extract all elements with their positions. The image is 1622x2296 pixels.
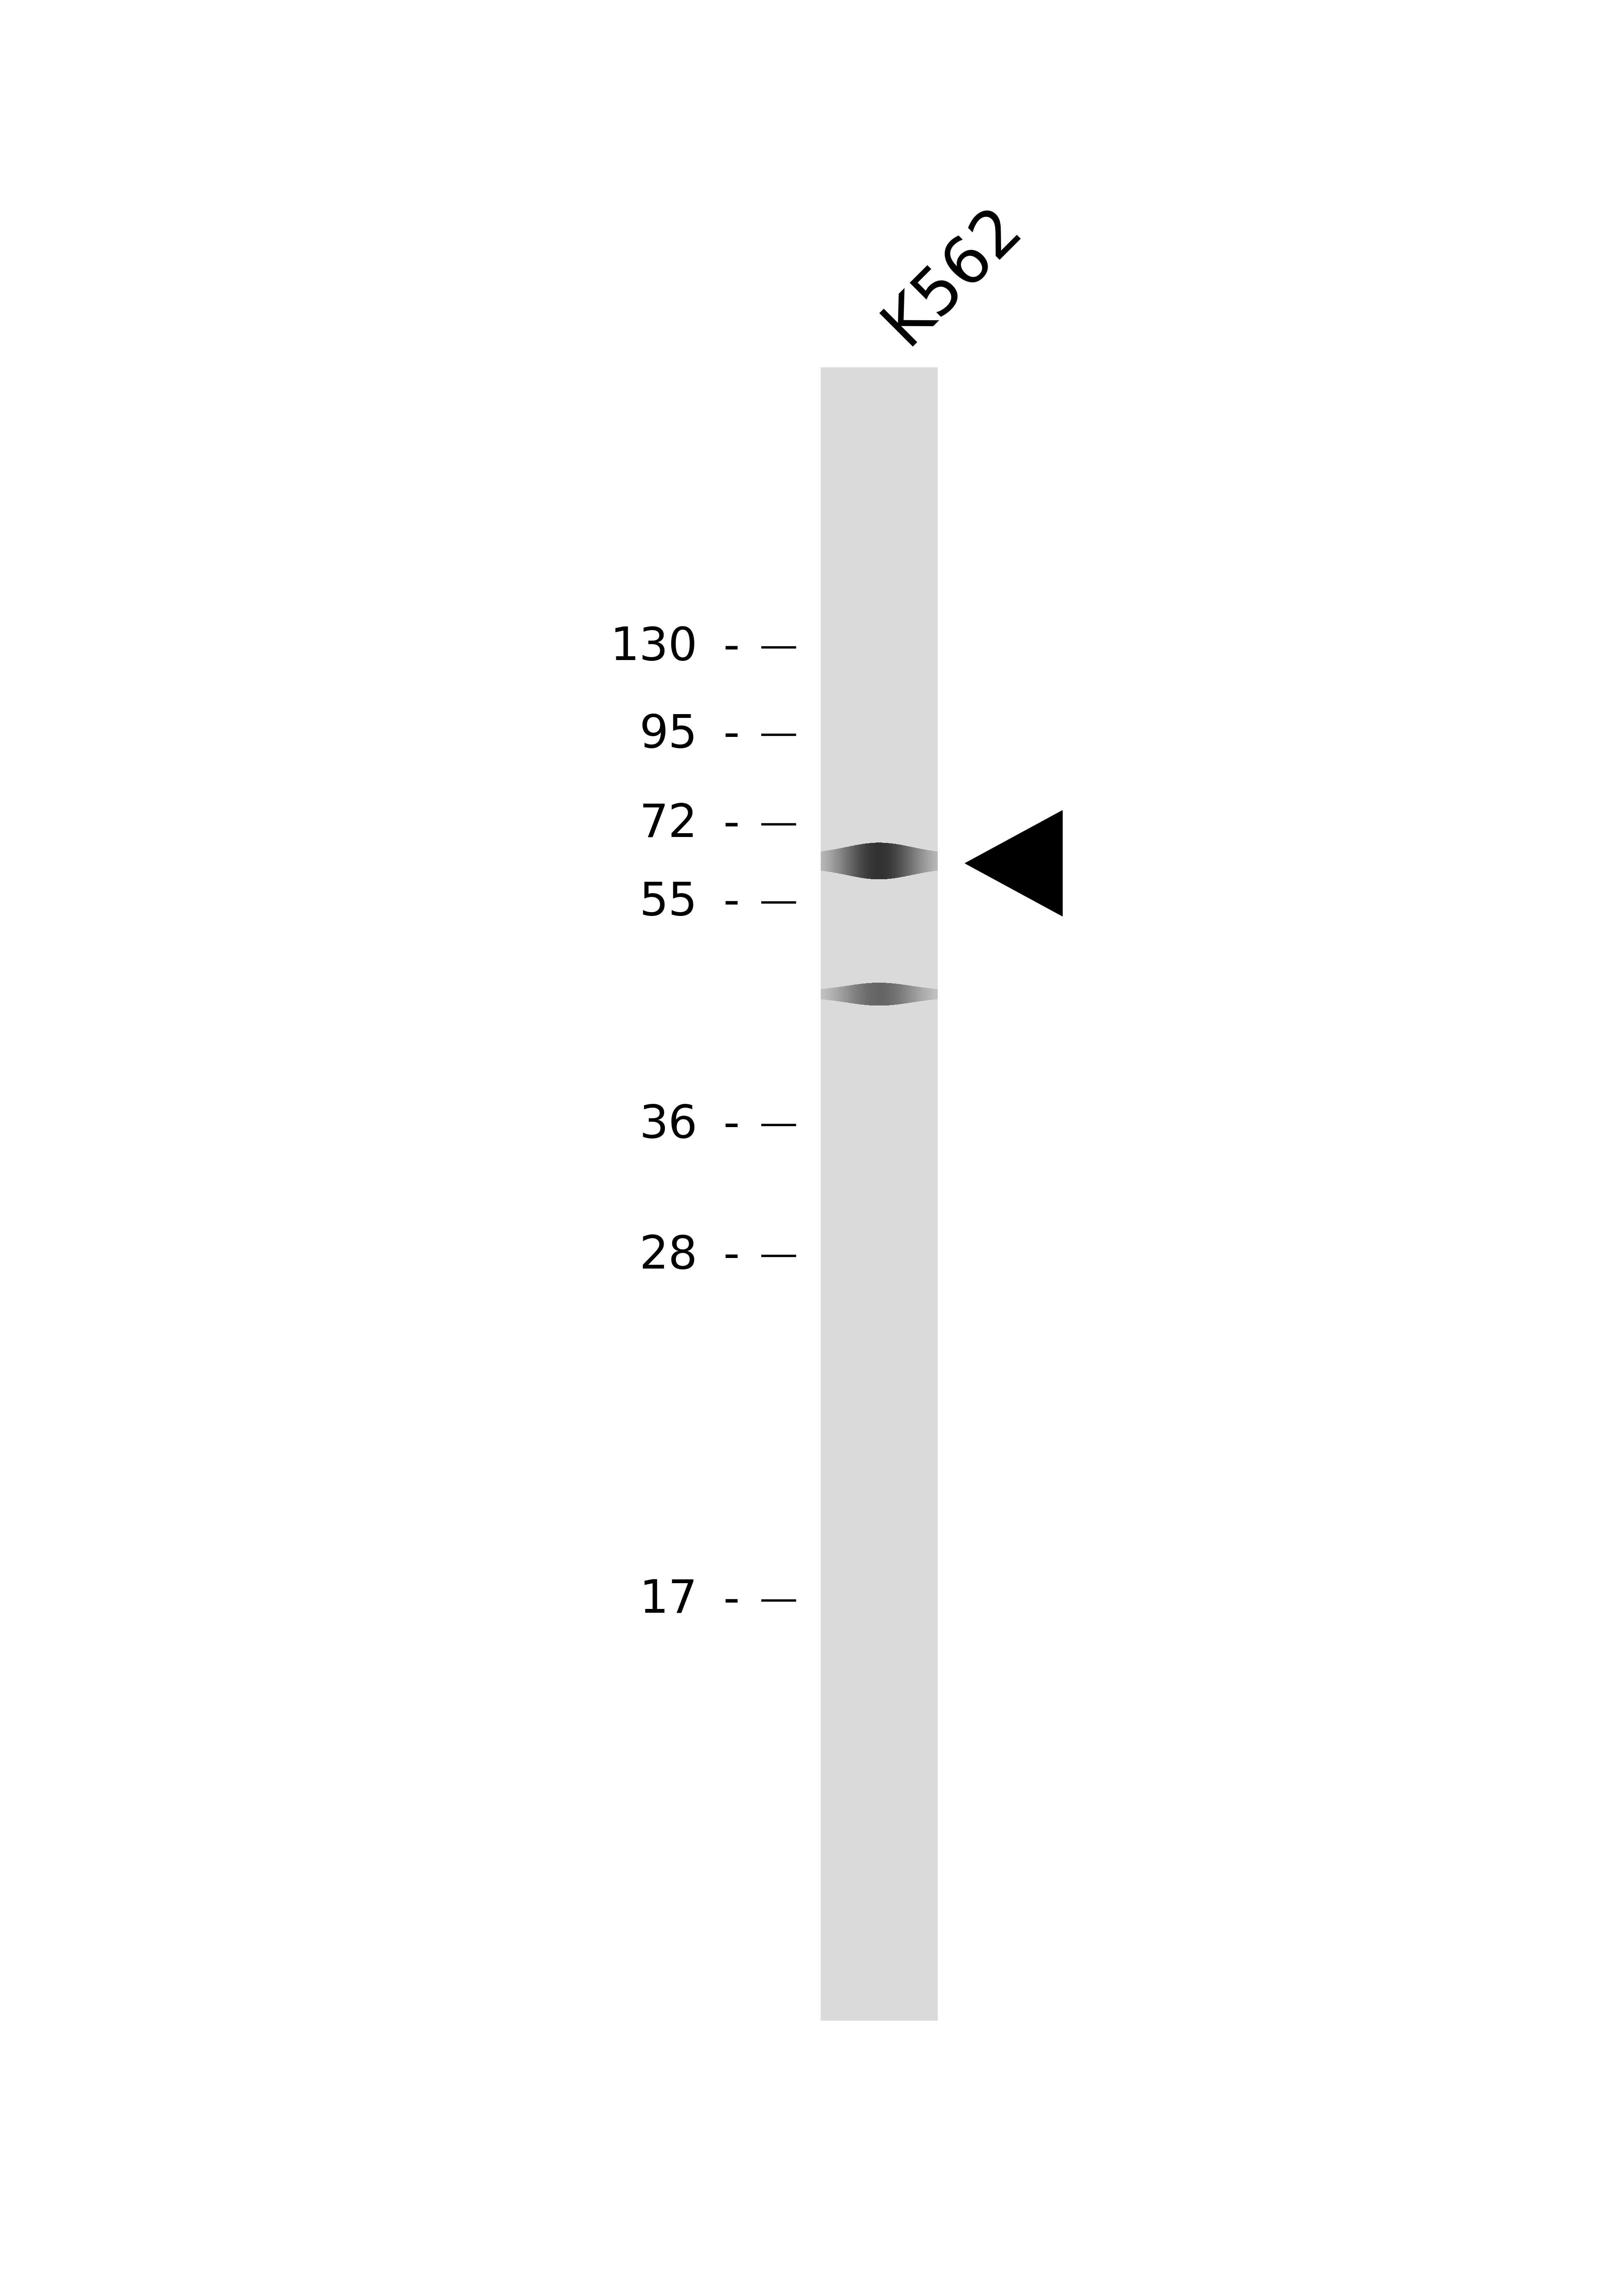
Text: 55: 55	[639, 879, 697, 925]
Bar	[821, 367, 938, 2020]
Text: 95: 95	[639, 712, 697, 758]
Text: -: -	[709, 712, 740, 758]
Text: -: -	[709, 1577, 740, 1623]
Text: -: -	[709, 625, 740, 670]
Text: -: -	[709, 879, 740, 925]
Text: -: -	[709, 1102, 740, 1148]
Text: 17: 17	[639, 1577, 697, 1623]
Text: -: -	[709, 1233, 740, 1279]
Text: 36: 36	[639, 1102, 697, 1148]
Text: 130: 130	[610, 625, 697, 670]
Text: -: -	[709, 801, 740, 847]
Text: K562: K562	[873, 195, 1033, 356]
Text: 28: 28	[639, 1233, 697, 1279]
Text: 72: 72	[639, 801, 697, 847]
Polygon shape	[965, 810, 1062, 916]
